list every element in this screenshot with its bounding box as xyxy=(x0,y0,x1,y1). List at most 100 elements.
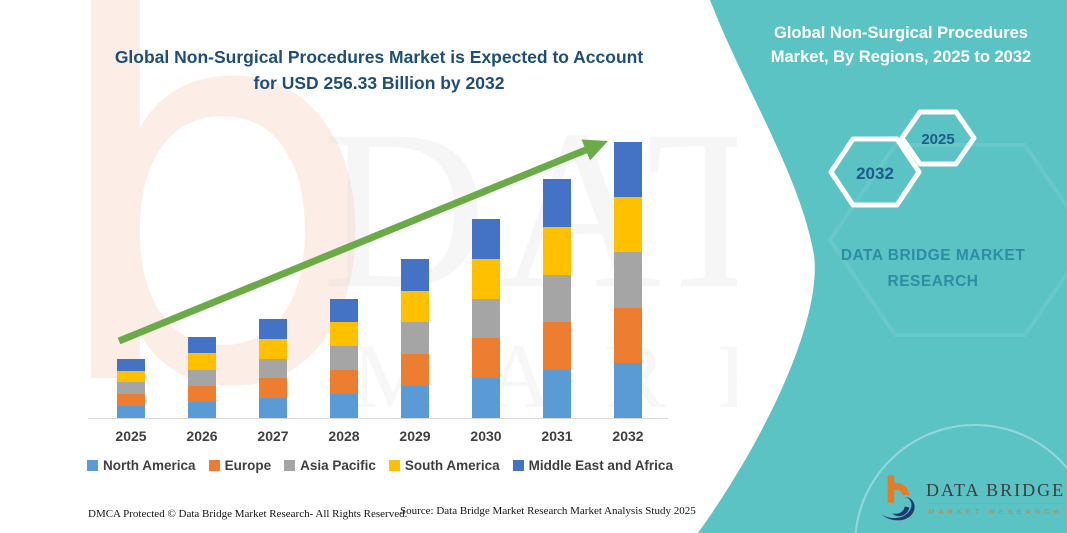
legend-item-middle-east-and-africa: Middle East and Africa xyxy=(512,458,673,473)
bar-segment-middle-east-and-africa xyxy=(472,218,500,259)
legend-label: South America xyxy=(404,458,500,473)
stacked-bar-2030 xyxy=(472,218,500,418)
dbmr-logo-text: DATA BRIDGE MARKET RESEARCH xyxy=(926,480,1066,516)
stacked-bar-2027 xyxy=(259,319,287,418)
legend-swatch-icon xyxy=(284,460,296,471)
bar-segment-asia-pacific xyxy=(259,358,287,379)
x-axis-label-2031: 2031 xyxy=(541,428,573,444)
bar-segment-south-america xyxy=(330,322,358,347)
bar-segment-middle-east-and-africa xyxy=(330,298,358,323)
hexagon-2032-icon xyxy=(828,136,922,208)
bar-segment-asia-pacific xyxy=(472,298,500,339)
legend-swatch-icon xyxy=(208,460,220,471)
bar-segment-middle-east-and-africa xyxy=(259,319,287,339)
legend-label: Europe xyxy=(224,458,272,473)
bar-segment-middle-east-and-africa xyxy=(401,258,429,291)
bar-segment-north-america xyxy=(117,406,145,418)
bar-segment-south-america xyxy=(472,258,500,299)
bar-segment-asia-pacific xyxy=(330,346,358,371)
hexagon-2032-label: 2032 xyxy=(856,164,894,183)
x-axis-label-2030: 2030 xyxy=(470,428,502,444)
bar-chart-plot-area xyxy=(88,120,668,419)
dbmr-logo-name: DATA BRIDGE xyxy=(926,480,1066,504)
decorative-circle-outline xyxy=(854,424,1067,533)
bar-segment-north-america xyxy=(330,394,358,418)
hexagon-2025-icon xyxy=(899,109,977,167)
bar-segment-north-america xyxy=(543,370,571,418)
side-panel-title-line1: Global Non-Surgical Procedures xyxy=(774,24,1028,42)
bar-segment-middle-east-and-africa xyxy=(188,337,216,354)
legend-swatch-icon xyxy=(87,460,99,471)
legend-label: North America xyxy=(103,458,196,473)
bar-segment-europe xyxy=(259,378,287,399)
bar-segment-middle-east-and-africa xyxy=(543,179,571,227)
bar-segment-south-america xyxy=(614,197,642,253)
legend-swatch-icon xyxy=(388,460,400,471)
side-panel-title: Global Non-Surgical Procedures Market, B… xyxy=(745,22,1057,70)
bar-segment-north-america xyxy=(188,401,216,418)
x-axis-label-2028: 2028 xyxy=(328,428,360,444)
teal-panel-shape xyxy=(698,0,1067,533)
legend-item-asia-pacific: Asia Pacific xyxy=(284,458,376,473)
bar-segment-asia-pacific xyxy=(117,382,145,395)
decorative-hexagon-outline xyxy=(827,143,1067,337)
dbmr-logo: DATA BRIDGE MARKET RESEARCH xyxy=(880,474,1066,522)
side-panel-brand-line1: DATA BRIDGE MARKET xyxy=(840,247,1026,264)
bar-segment-asia-pacific xyxy=(401,322,429,355)
x-axis-label-2029: 2029 xyxy=(399,428,431,444)
x-axis-label-2026: 2026 xyxy=(186,428,218,444)
bar-segment-south-america xyxy=(401,290,429,323)
stacked-bar-2029 xyxy=(401,258,429,418)
legend-label: Middle East and Africa xyxy=(528,458,673,473)
side-panel-brand: DATA BRIDGE MARKET RESEARCH xyxy=(802,243,1064,294)
stacked-bar-2031 xyxy=(543,179,571,418)
bar-segment-asia-pacific xyxy=(614,252,642,308)
legend-item-europe: Europe xyxy=(208,458,272,473)
bar-segment-europe xyxy=(117,394,145,407)
x-axis-label-2027: 2027 xyxy=(257,428,289,444)
bar-segment-europe xyxy=(188,385,216,402)
stacked-bar-2025 xyxy=(117,358,145,418)
bar-segment-asia-pacific xyxy=(543,274,571,323)
bar-segment-asia-pacific xyxy=(188,369,216,386)
side-panel-brand-line2: RESEARCH xyxy=(887,272,979,290)
stacked-bar-2026 xyxy=(188,337,216,418)
bar-segment-middle-east-and-africa xyxy=(614,141,642,198)
bar-segment-south-america xyxy=(543,226,571,275)
dbmr-b-icon xyxy=(880,475,915,521)
bar-segment-europe xyxy=(401,354,429,387)
bar-segment-north-america xyxy=(259,398,287,418)
bar-segment-europe xyxy=(543,322,571,371)
bar-segment-middle-east-and-africa xyxy=(117,358,145,371)
legend-label: Asia Pacific xyxy=(300,458,376,473)
x-axis-label-2032: 2032 xyxy=(612,428,644,444)
hexagon-2025-label: 2025 xyxy=(921,131,954,148)
legend-swatch-icon xyxy=(512,460,524,471)
bar-segment-south-america xyxy=(188,353,216,370)
year-hexagons: 2032 2025 xyxy=(828,109,977,208)
legend-item-south-america: South America xyxy=(388,458,500,473)
legend-item-north-america: North America xyxy=(87,458,196,473)
chart-title-line1: Global Non-Surgical Procedures Market is… xyxy=(114,47,644,67)
bar-segment-north-america xyxy=(614,362,642,418)
bar-segment-europe xyxy=(330,370,358,395)
x-axis-label-2025: 2025 xyxy=(115,428,147,444)
bar-segment-europe xyxy=(472,338,500,379)
bar-segment-north-america xyxy=(472,378,500,418)
x-axis-labels: 2025 2026 2027 2028 2029 2030 2031 2032 xyxy=(88,428,668,448)
bar-segment-europe xyxy=(614,307,642,363)
stacked-bar-2028 xyxy=(330,298,358,418)
chart-title-line2: for USD 256.33 Billion by 2032 xyxy=(253,73,505,94)
side-panel-title-line2: Market, By Regions, 2025 to 2032 xyxy=(770,47,1032,66)
source-note: Source: Data Bridge Market Research Mark… xyxy=(400,505,696,517)
chart-title: Global Non-Surgical Procedures Market is… xyxy=(88,44,670,97)
dmca-notice: DMCA Protected © Data Bridge Market Rese… xyxy=(88,508,408,520)
bar-segment-north-america xyxy=(401,386,429,418)
dbmr-logo-tagline: MARKET RESEARCH xyxy=(928,507,1063,516)
bar-segment-south-america xyxy=(259,338,287,359)
stacked-bar-2032 xyxy=(614,141,642,418)
chart-legend: North America Europe Asia Pacific South Ame… xyxy=(80,458,680,473)
bar-segment-south-america xyxy=(117,370,145,383)
